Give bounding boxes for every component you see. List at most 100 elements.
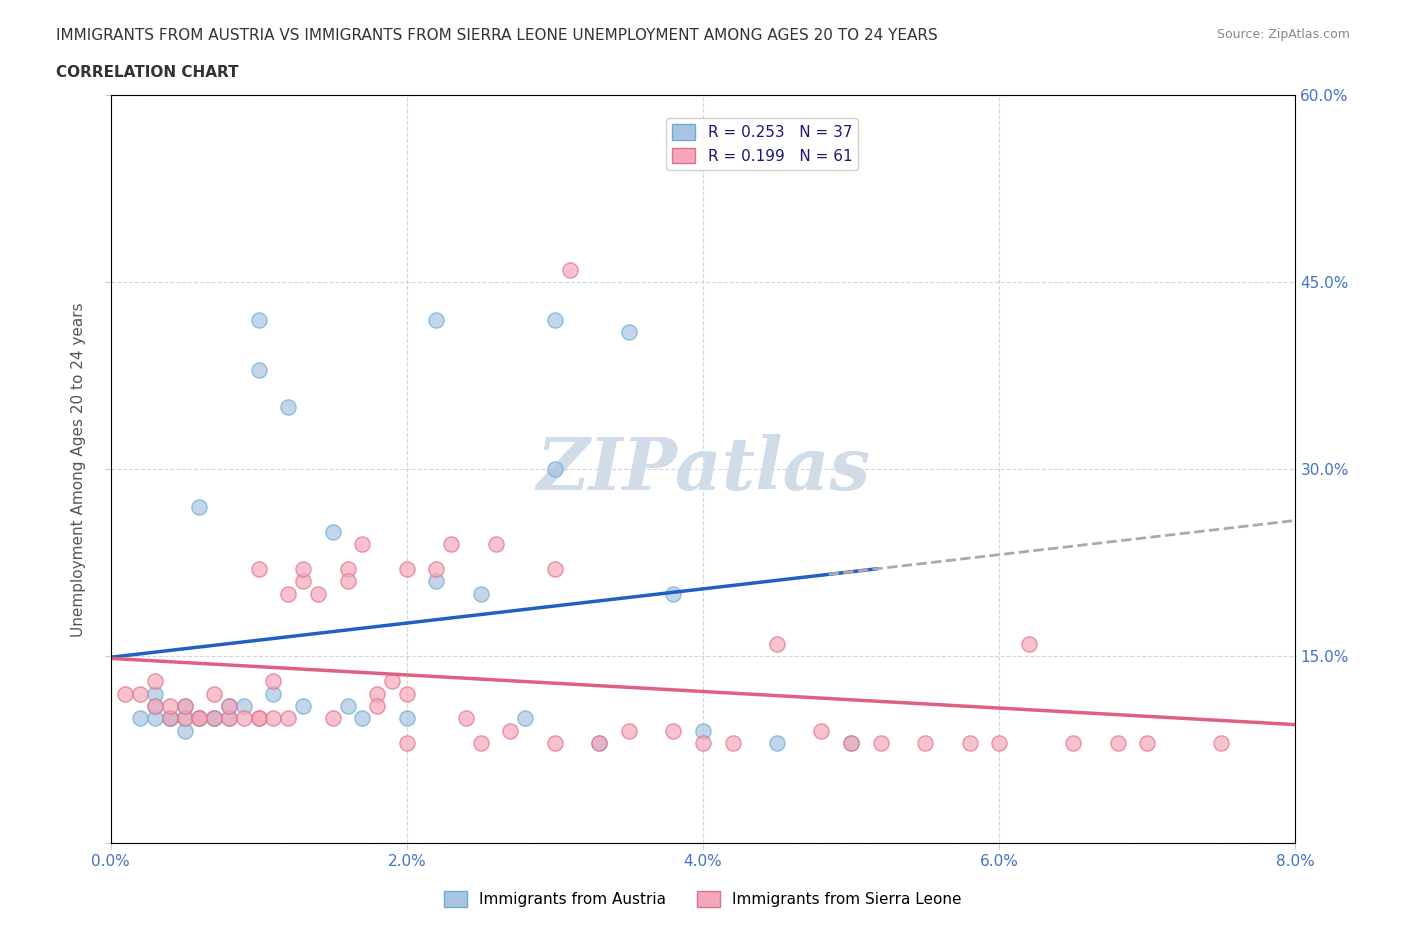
Point <box>662 587 685 602</box>
Point <box>322 711 344 726</box>
Point <box>1107 736 1129 751</box>
Point <box>292 574 315 589</box>
Point <box>1018 636 1040 651</box>
Text: Source: ZipAtlas.com: Source: ZipAtlas.com <box>1216 28 1350 41</box>
Point <box>544 736 567 751</box>
Point <box>366 686 388 701</box>
Point <box>277 400 299 415</box>
Point <box>292 562 315 577</box>
Point <box>218 698 240 713</box>
Point <box>247 312 270 327</box>
Point <box>247 362 270 377</box>
Point <box>425 312 447 327</box>
Point <box>173 698 195 713</box>
Y-axis label: Unemployment Among Ages 20 to 24 years: Unemployment Among Ages 20 to 24 years <box>72 302 86 636</box>
Point <box>247 562 270 577</box>
Point <box>544 562 567 577</box>
Point <box>617 724 640 738</box>
Point <box>544 462 567 477</box>
Point <box>395 562 418 577</box>
Point <box>1211 736 1233 751</box>
Point <box>766 736 789 751</box>
Point <box>202 686 225 701</box>
Point <box>352 537 374 551</box>
Point <box>470 587 492 602</box>
Point <box>839 736 862 751</box>
Point <box>232 711 254 726</box>
Point <box>173 711 195 726</box>
Point <box>766 636 789 651</box>
Point <box>277 711 299 726</box>
Point <box>440 537 463 551</box>
Point <box>129 686 152 701</box>
Point <box>381 673 404 688</box>
Point <box>143 698 166 713</box>
Point <box>470 736 492 751</box>
Point <box>307 587 329 602</box>
Point <box>232 698 254 713</box>
Point <box>263 686 285 701</box>
Point <box>425 574 447 589</box>
Point <box>202 711 225 726</box>
Point <box>218 711 240 726</box>
Point <box>425 562 447 577</box>
Point <box>188 711 211 726</box>
Legend: R = 0.253   N = 37, R = 0.199   N = 61: R = 0.253 N = 37, R = 0.199 N = 61 <box>666 118 858 170</box>
Point <box>588 736 610 751</box>
Point <box>159 711 181 726</box>
Point <box>869 736 891 751</box>
Point <box>129 711 152 726</box>
Point <box>662 724 685 738</box>
Point <box>1136 736 1159 751</box>
Point <box>617 325 640 339</box>
Point <box>395 686 418 701</box>
Point <box>336 698 359 713</box>
Point <box>218 711 240 726</box>
Point <box>277 587 299 602</box>
Point <box>159 711 181 726</box>
Point <box>159 711 181 726</box>
Point <box>692 724 714 738</box>
Point <box>588 736 610 751</box>
Point <box>322 525 344 539</box>
Point <box>1062 736 1084 751</box>
Point <box>247 711 270 726</box>
Point <box>143 711 166 726</box>
Point <box>544 312 567 327</box>
Point <box>692 736 714 751</box>
Point <box>143 698 166 713</box>
Legend: Immigrants from Austria, Immigrants from Sierra Leone: Immigrants from Austria, Immigrants from… <box>439 884 967 913</box>
Point <box>202 711 225 726</box>
Point <box>173 711 195 726</box>
Point <box>839 736 862 751</box>
Point <box>395 736 418 751</box>
Point <box>159 698 181 713</box>
Point <box>810 724 832 738</box>
Point <box>366 698 388 713</box>
Text: CORRELATION CHART: CORRELATION CHART <box>56 65 239 80</box>
Point <box>959 736 981 751</box>
Text: ZIPatlas: ZIPatlas <box>536 433 870 505</box>
Point <box>143 686 166 701</box>
Point <box>188 711 211 726</box>
Point <box>173 724 195 738</box>
Point <box>352 711 374 726</box>
Point <box>263 711 285 726</box>
Point <box>247 711 270 726</box>
Point <box>336 574 359 589</box>
Point <box>143 673 166 688</box>
Point <box>914 736 936 751</box>
Point <box>292 698 315 713</box>
Point <box>515 711 537 726</box>
Point <box>218 698 240 713</box>
Point <box>499 724 522 738</box>
Point <box>454 711 477 726</box>
Point <box>173 698 195 713</box>
Point <box>988 736 1011 751</box>
Point <box>188 499 211 514</box>
Point <box>721 736 744 751</box>
Point <box>263 673 285 688</box>
Point <box>202 711 225 726</box>
Text: IMMIGRANTS FROM AUSTRIA VS IMMIGRANTS FROM SIERRA LEONE UNEMPLOYMENT AMONG AGES : IMMIGRANTS FROM AUSTRIA VS IMMIGRANTS FR… <box>56 28 938 43</box>
Point <box>114 686 136 701</box>
